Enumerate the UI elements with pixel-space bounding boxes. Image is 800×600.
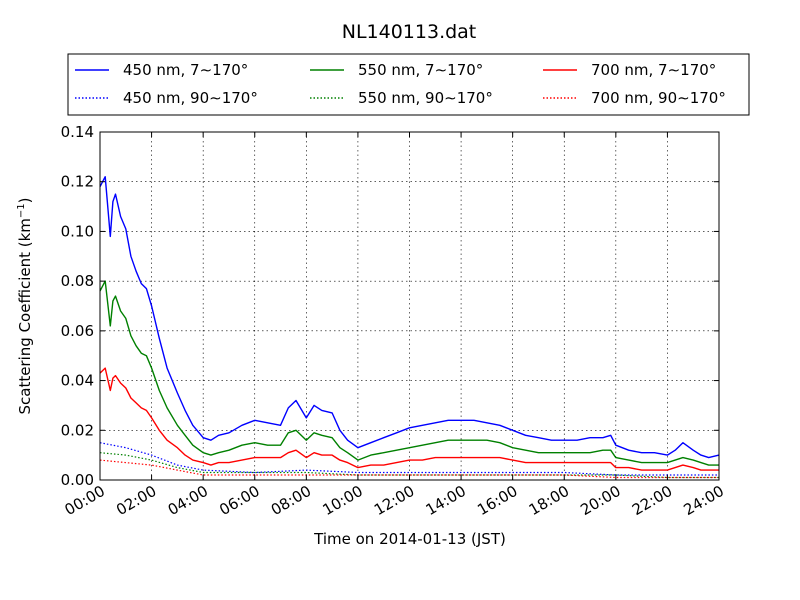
y-tick-label: 0.10 — [61, 222, 94, 240]
y-tick-label: 0.08 — [61, 272, 94, 290]
y-axis-label-superscript: −1 — [16, 203, 27, 218]
legend-label-5: 700 nm, 90∼170° — [591, 89, 726, 107]
axis-ticks — [99, 131, 720, 481]
chart-title: NL140113.dat — [342, 21, 477, 43]
legend-frame — [67, 53, 750, 116]
y-axis-tick-labels: 0.00 0.02 0.04 0.06 0.08 0.10 0.12 0.14 — [61, 123, 94, 489]
y-axis-label-main: Scattering Coefficient (km — [16, 218, 34, 414]
series-line-4 — [99, 367, 719, 471]
series-line-0 — [99, 175, 720, 459]
x-axis-label: Time on 2014-01-13 (JST) — [313, 530, 506, 548]
legend: 450 nm, 7∼170° 450 nm, 90∼170° 550 nm, 7∼1… — [67, 53, 750, 116]
y-tick-label: 0.04 — [61, 372, 94, 390]
y-tick-label: 0.14 — [61, 123, 94, 141]
plot-area — [99, 131, 720, 481]
y-axis-label-end: ) — [16, 197, 34, 203]
y-tick-label: 0.12 — [61, 173, 94, 191]
legend-items: 450 nm, 7∼170° 450 nm, 90∼170° 550 nm, 7∼1… — [75, 61, 726, 107]
legend-label-0: 450 nm, 7∼170° — [123, 61, 248, 79]
y-axis-label: Scattering Coefficient (km−1) — [16, 197, 34, 414]
y-tick-label: 0.06 — [61, 322, 94, 340]
legend-label-1: 450 nm, 90∼170° — [123, 89, 258, 107]
series-line-2 — [99, 280, 719, 466]
y-tick-label: 0.00 — [61, 471, 94, 489]
y-tick-label: 0.02 — [61, 421, 94, 439]
legend-label-3: 550 nm, 90∼170° — [358, 89, 493, 107]
legend-label-2: 550 nm, 7∼170° — [358, 61, 483, 79]
legend-label-4: 700 nm, 7∼170° — [591, 61, 716, 79]
